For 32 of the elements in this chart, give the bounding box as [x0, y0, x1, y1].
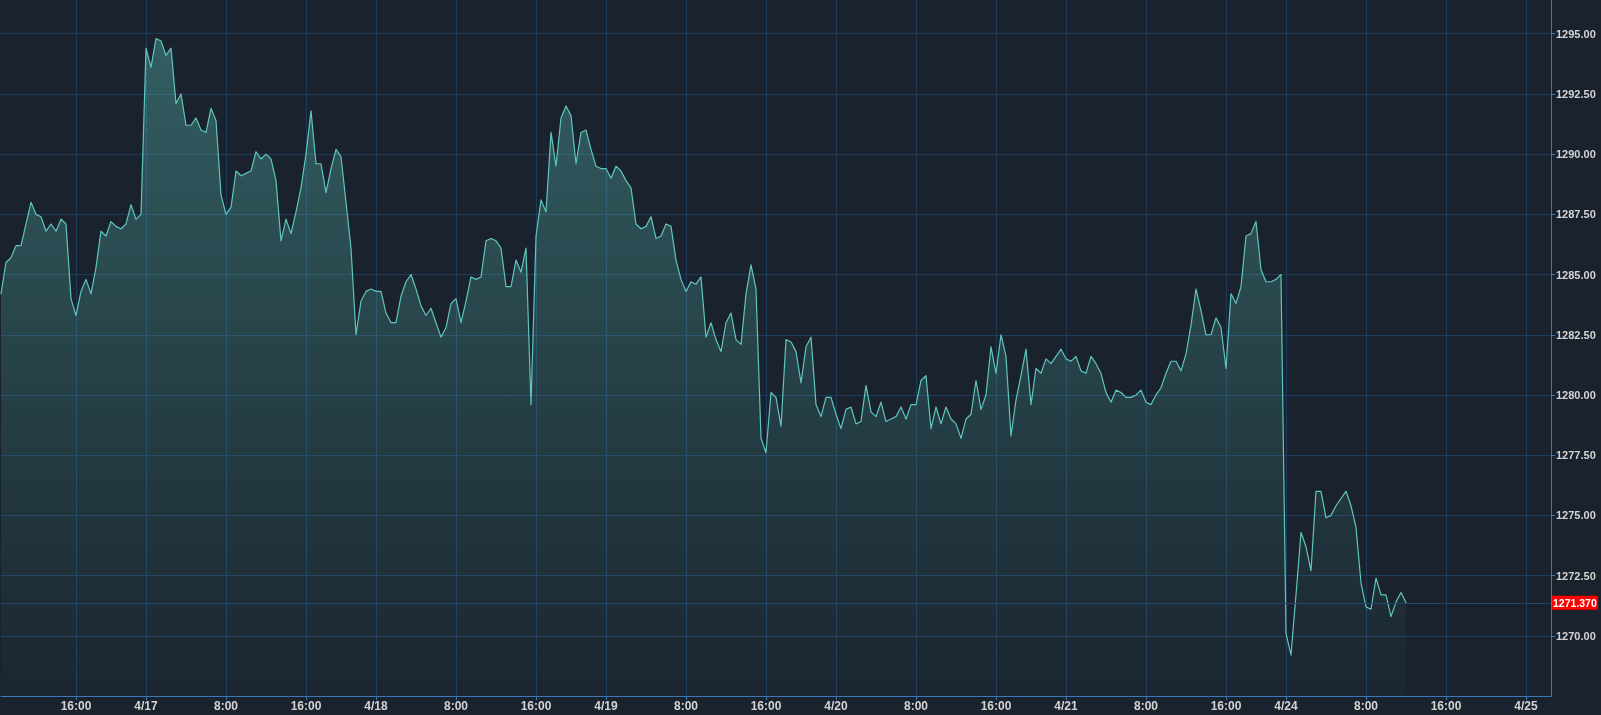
x-tick-label: 4/20: [824, 699, 848, 713]
y-tick-label: 1270.00: [1556, 629, 1596, 642]
x-tick-label: 8:00: [1133, 699, 1159, 713]
x-tick-label: 4/17: [134, 699, 158, 713]
x-tick-label: 8:00: [673, 699, 699, 713]
x-tick-label: 16:00: [980, 699, 1012, 713]
y-tick-label: 1295.00: [1556, 27, 1596, 40]
x-tick-label: 8:00: [1353, 699, 1379, 713]
y-tick-label: 1280.00: [1556, 388, 1596, 401]
y-tick-label: 1277.50: [1556, 449, 1596, 462]
x-tick-label: 16:00: [750, 699, 782, 713]
x-tick-label: 16:00: [290, 699, 322, 713]
x-tick-label: 4/21: [1054, 699, 1078, 713]
x-tick-label: 16:00: [60, 699, 92, 713]
y-tick-label: 1282.50: [1556, 328, 1596, 341]
y-tick-label: 1287.50: [1556, 208, 1596, 221]
x-tick-label: 4/18: [364, 699, 388, 713]
x-tick-label: 8:00: [443, 699, 469, 713]
x-tick-label: 16:00: [1210, 699, 1242, 713]
y-tick-label: 1290.00: [1556, 148, 1596, 161]
y-tick-label: 1275.00: [1556, 509, 1596, 522]
x-tick-label: 16:00: [520, 699, 552, 713]
x-tick-label: 4/25: [1514, 699, 1538, 713]
x-tick-label: 4/19: [594, 699, 618, 713]
x-tick-label: 4/24: [1274, 699, 1298, 713]
y-tick-label: 1285.00: [1556, 268, 1596, 281]
y-tick-label: 1292.50: [1556, 87, 1596, 100]
x-tick-label: 8:00: [213, 699, 239, 713]
x-tick-label: 8:00: [903, 699, 929, 713]
x-tick-label: 16:00: [1430, 699, 1462, 713]
y-tick-label: 1272.50: [1556, 569, 1596, 582]
ref-line-label: 1271.370: [1553, 596, 1597, 609]
